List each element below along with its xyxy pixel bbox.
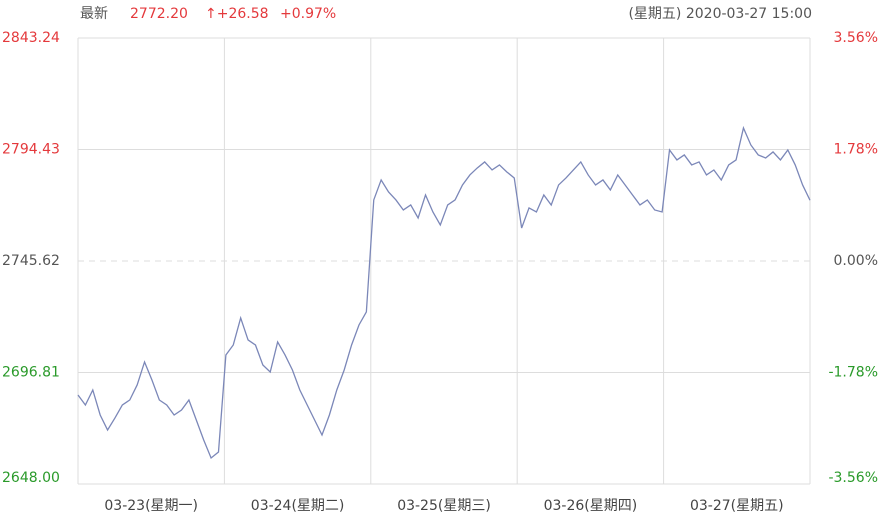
y-tick-label: 2648.00	[2, 470, 60, 486]
x-tick-label: 03-24(星期二)	[251, 498, 345, 514]
y2-tick-label: 1.78%	[834, 142, 878, 158]
y-tick-label: 2745.62	[2, 253, 60, 269]
x-tick-label: 03-27(星期五)	[690, 498, 784, 514]
y2-tick-label: -1.78%	[828, 365, 878, 381]
y2-tick-label: 3.56%	[834, 30, 878, 46]
y-tick-label: 2843.24	[2, 30, 60, 46]
x-tick-label: 03-26(星期四)	[544, 498, 638, 514]
x-tick-label: 03-25(星期三)	[397, 498, 491, 514]
latest-price: 2772.20	[130, 6, 188, 22]
latest-change: ↑+26.58	[205, 6, 269, 22]
y-tick-label: 2696.81	[2, 365, 60, 381]
y-tick-label: 2794.43	[2, 142, 60, 158]
latest-label: 最新	[80, 6, 108, 22]
timestamp: (星期五) 2020-03-27 15:00	[628, 6, 812, 22]
latest-percent: +0.97%	[280, 6, 336, 22]
y2-tick-label: 0.00%	[834, 253, 878, 269]
x-tick-label: 03-23(星期一)	[104, 498, 198, 514]
price-line	[77, 125, 811, 460]
y2-tick-label: -3.56%	[828, 470, 878, 486]
